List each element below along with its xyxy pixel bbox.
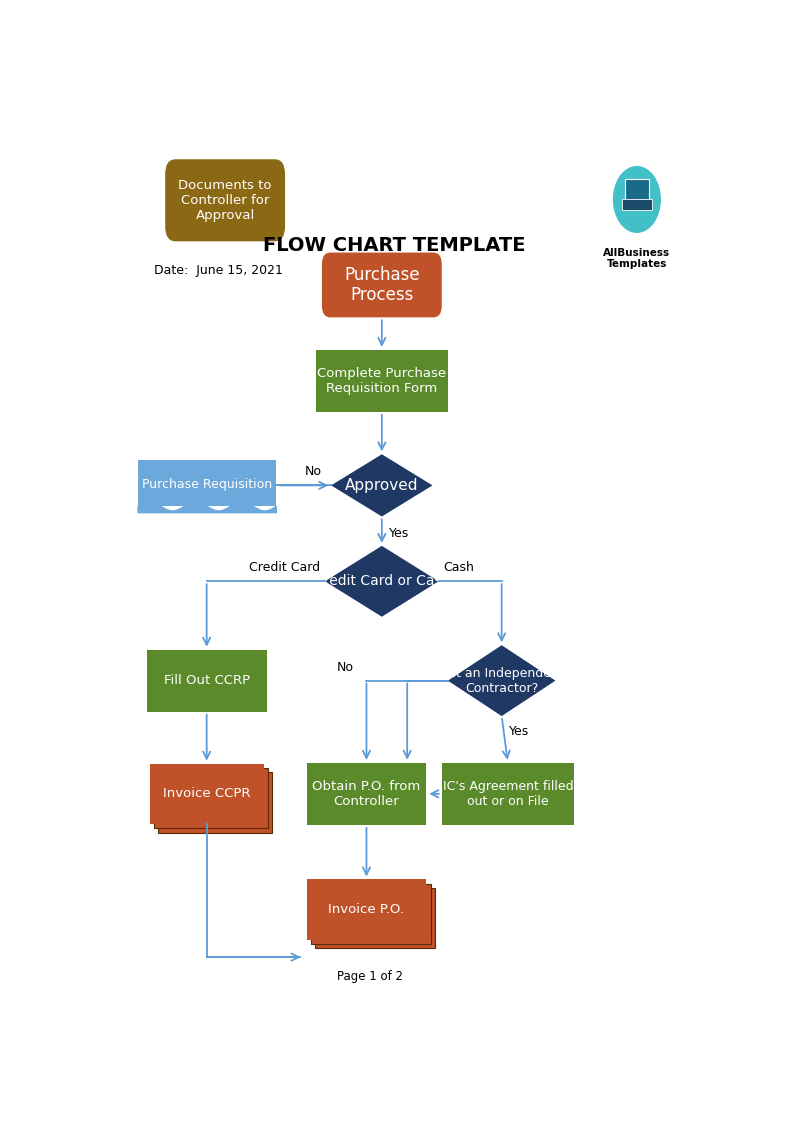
FancyBboxPatch shape bbox=[307, 880, 427, 940]
Polygon shape bbox=[331, 454, 432, 516]
Text: Yes: Yes bbox=[389, 527, 409, 540]
Text: IC's Agreement filled
out or on File: IC's Agreement filled out or on File bbox=[442, 780, 573, 808]
Polygon shape bbox=[325, 546, 439, 617]
FancyBboxPatch shape bbox=[316, 350, 448, 412]
Text: Invoice CCPR: Invoice CCPR bbox=[163, 788, 251, 800]
Text: It it an Independent
Contractor?: It it an Independent Contractor? bbox=[440, 666, 564, 695]
FancyBboxPatch shape bbox=[154, 767, 268, 828]
Text: Complete Purchase
Requisition Form: Complete Purchase Requisition Form bbox=[317, 367, 446, 395]
FancyBboxPatch shape bbox=[322, 252, 442, 318]
Text: Obtain P.O. from
Controller: Obtain P.O. from Controller bbox=[312, 780, 420, 808]
FancyBboxPatch shape bbox=[307, 763, 427, 825]
FancyBboxPatch shape bbox=[137, 460, 276, 506]
FancyBboxPatch shape bbox=[159, 772, 272, 833]
FancyBboxPatch shape bbox=[147, 650, 266, 711]
Circle shape bbox=[614, 166, 661, 232]
FancyBboxPatch shape bbox=[622, 200, 653, 210]
Text: Credit Card or Cash: Credit Card or Cash bbox=[314, 574, 450, 588]
FancyBboxPatch shape bbox=[311, 884, 431, 944]
FancyBboxPatch shape bbox=[442, 763, 574, 825]
FancyBboxPatch shape bbox=[315, 888, 435, 948]
Text: Cash: Cash bbox=[443, 561, 474, 574]
Text: Purchase Requisition: Purchase Requisition bbox=[142, 478, 272, 490]
Text: No: No bbox=[337, 661, 354, 673]
Text: AllBusiness
Templates: AllBusiness Templates bbox=[603, 248, 670, 269]
FancyBboxPatch shape bbox=[165, 159, 285, 241]
Text: Page 1 of 2: Page 1 of 2 bbox=[336, 971, 403, 984]
Polygon shape bbox=[448, 645, 555, 716]
FancyBboxPatch shape bbox=[150, 764, 263, 824]
FancyBboxPatch shape bbox=[625, 178, 649, 201]
Text: Approved: Approved bbox=[345, 478, 419, 493]
Text: FLOW CHART TEMPLATE: FLOW CHART TEMPLATE bbox=[262, 236, 526, 255]
Text: Documents to
Controller for
Approval: Documents to Controller for Approval bbox=[178, 178, 272, 222]
Text: Purchase
Process: Purchase Process bbox=[344, 266, 419, 304]
Text: No: No bbox=[305, 466, 322, 478]
Text: Invoice P.O.: Invoice P.O. bbox=[328, 903, 404, 916]
Text: Date:  June 15, 2021: Date: June 15, 2021 bbox=[155, 264, 283, 277]
Text: Credit Card: Credit Card bbox=[249, 561, 320, 574]
Text: Yes: Yes bbox=[509, 725, 529, 737]
Text: Fill Out CCRP: Fill Out CCRP bbox=[163, 674, 250, 687]
